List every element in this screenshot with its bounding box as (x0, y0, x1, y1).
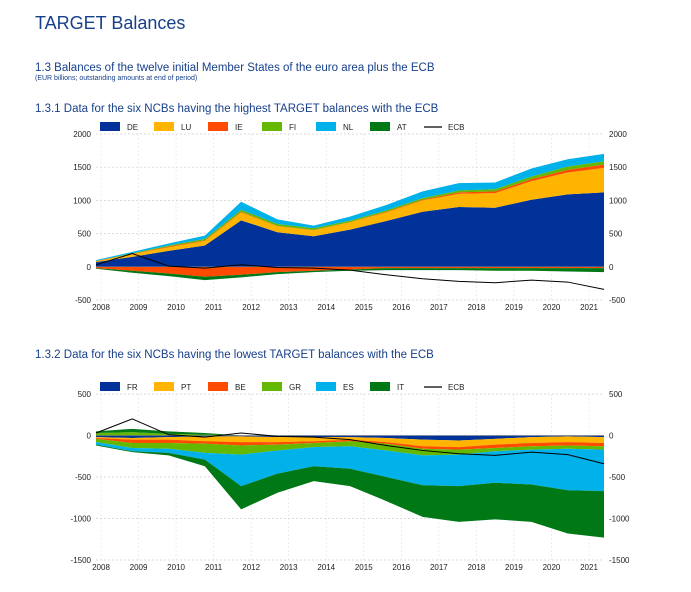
legend-label-it: IT (397, 383, 404, 392)
y-tick-right: 1500 (609, 163, 627, 172)
x-tick-label: 2014 (317, 303, 335, 312)
chart-2-title: 1.3.2 Data for the six NCBs having the l… (35, 349, 434, 361)
y-tick-left: 500 (78, 230, 92, 239)
chart-1-highest-balances: DE LU IE FI NL AT ECB 2000 2000 1500 1500 1000 1000 5… (73, 122, 627, 312)
legend-swatch-be (208, 382, 228, 391)
area-fr-neg (96, 435, 604, 441)
legend-swatch-fr (100, 382, 120, 391)
line-ecb (95, 252, 605, 290)
x-tick-label: 2017 (430, 563, 448, 572)
legend-label-lu: LU (181, 123, 191, 132)
x-tick-label: 2012 (242, 563, 260, 572)
y-tick-right: 0 (609, 263, 614, 272)
legend-swatch-gr (262, 382, 282, 391)
x-tick-label: 2021 (580, 563, 598, 572)
legend-label-at: AT (397, 123, 407, 132)
y-tick-left: -1000 (71, 515, 92, 524)
legend-swatch-at (370, 122, 390, 131)
area-gr-pos (96, 432, 604, 436)
legend-label-pt: PT (181, 383, 191, 392)
page-title: TARGET Balances (35, 13, 186, 33)
x-tick-label: 2011 (205, 563, 223, 572)
area-gr-neg (96, 438, 604, 456)
area-at-neg (96, 268, 604, 281)
area-pt-neg (96, 436, 604, 448)
y-tick-right: 1000 (609, 196, 627, 205)
x-tick-label: 2011 (205, 303, 223, 312)
x-tick-label: 2013 (280, 563, 298, 572)
y-tick-left: -500 (75, 473, 92, 482)
x-tick-label: 2010 (167, 563, 185, 572)
legend-label-be: BE (235, 383, 246, 392)
y-tick-right: 0 (609, 432, 614, 441)
legend-swatch-pt (154, 382, 174, 391)
legend-swatch-nl (316, 122, 336, 131)
y-tick-right: 500 (609, 390, 623, 399)
x-tick-label: 2015 (355, 303, 373, 312)
x-tick-label: 2015 (355, 563, 373, 572)
area-be-neg (96, 437, 604, 450)
area-fi-pos (96, 161, 604, 262)
legend-swatch-es (316, 382, 336, 391)
x-tick-label: 2018 (467, 563, 485, 572)
legend-swatch-ie (208, 122, 228, 131)
legend-label-ecb: ECB (448, 123, 464, 132)
x-tick-label: 2008 (92, 563, 110, 572)
x-tick-label: 2013 (280, 303, 298, 312)
x-tick-label: 2012 (242, 303, 260, 312)
x-tick-label: 2016 (392, 303, 410, 312)
y-tick-right: -500 (609, 473, 626, 482)
y-tick-right: 2000 (609, 130, 627, 139)
area-it-neg (96, 444, 604, 538)
legend-swatch-lu (154, 122, 174, 131)
legend-label-de: DE (127, 123, 138, 132)
y-tick-left: -1500 (71, 556, 92, 565)
area-lu-pos (96, 167, 604, 263)
y-tick-left: 500 (78, 390, 92, 399)
x-tick-label: 2020 (543, 303, 561, 312)
section-note: (EUR billions; outstanding amounts at en… (35, 75, 198, 82)
y-tick-left: 1500 (73, 163, 91, 172)
y-tick-right: -1500 (609, 556, 630, 565)
x-tick-label: 2008 (92, 303, 110, 312)
x-tick-label: 2009 (130, 303, 148, 312)
section-title: 1.3 Balances of the twelve initial Membe… (35, 62, 435, 74)
y-tick-right: -500 (609, 296, 626, 305)
y-tick-left: 2000 (73, 130, 91, 139)
area-nl-pos (96, 153, 604, 261)
area-ie-pos (96, 164, 604, 262)
chart-1-title: 1.3.1 Data for the six NCBs having the h… (35, 103, 439, 115)
legend-label-ecb: ECB (448, 383, 464, 392)
x-tick-label: 2017 (430, 303, 448, 312)
x-tick-label: 2016 (392, 563, 410, 572)
legend-label-fi: FI (289, 123, 296, 132)
y-tick-left: -500 (75, 296, 92, 305)
legend-swatch-fi (262, 122, 282, 131)
legend-label-gr: GR (289, 383, 301, 392)
chart-2-lowest-balances: FR PT BE GR ES IT ECB 500 500 0 0 -500 -500 -1000 -100… (71, 382, 630, 572)
x-tick-label: 2019 (505, 563, 523, 572)
x-tick-label: 2019 (505, 303, 523, 312)
legend-swatch-it (370, 382, 390, 391)
x-tick-label: 2009 (130, 563, 148, 572)
y-tick-right: 500 (609, 230, 623, 239)
legend-label-es: ES (343, 383, 354, 392)
legend-swatch-de (100, 122, 120, 131)
line-ecb (95, 418, 605, 465)
x-tick-label: 2020 (543, 563, 561, 572)
x-tick-label: 2010 (167, 303, 185, 312)
x-tick-label: 2021 (580, 303, 598, 312)
legend-label-ie: IE (235, 123, 243, 132)
y-tick-right: -1000 (609, 515, 630, 524)
x-tick-label: 2018 (467, 303, 485, 312)
y-tick-left: 0 (87, 432, 92, 441)
y-tick-left: 0 (87, 263, 92, 272)
x-tick-label: 2014 (317, 563, 335, 572)
legend-label-fr: FR (127, 383, 138, 392)
area-ie-neg (96, 266, 604, 277)
legend-label-nl: NL (343, 123, 354, 132)
y-tick-left: 1000 (73, 196, 91, 205)
